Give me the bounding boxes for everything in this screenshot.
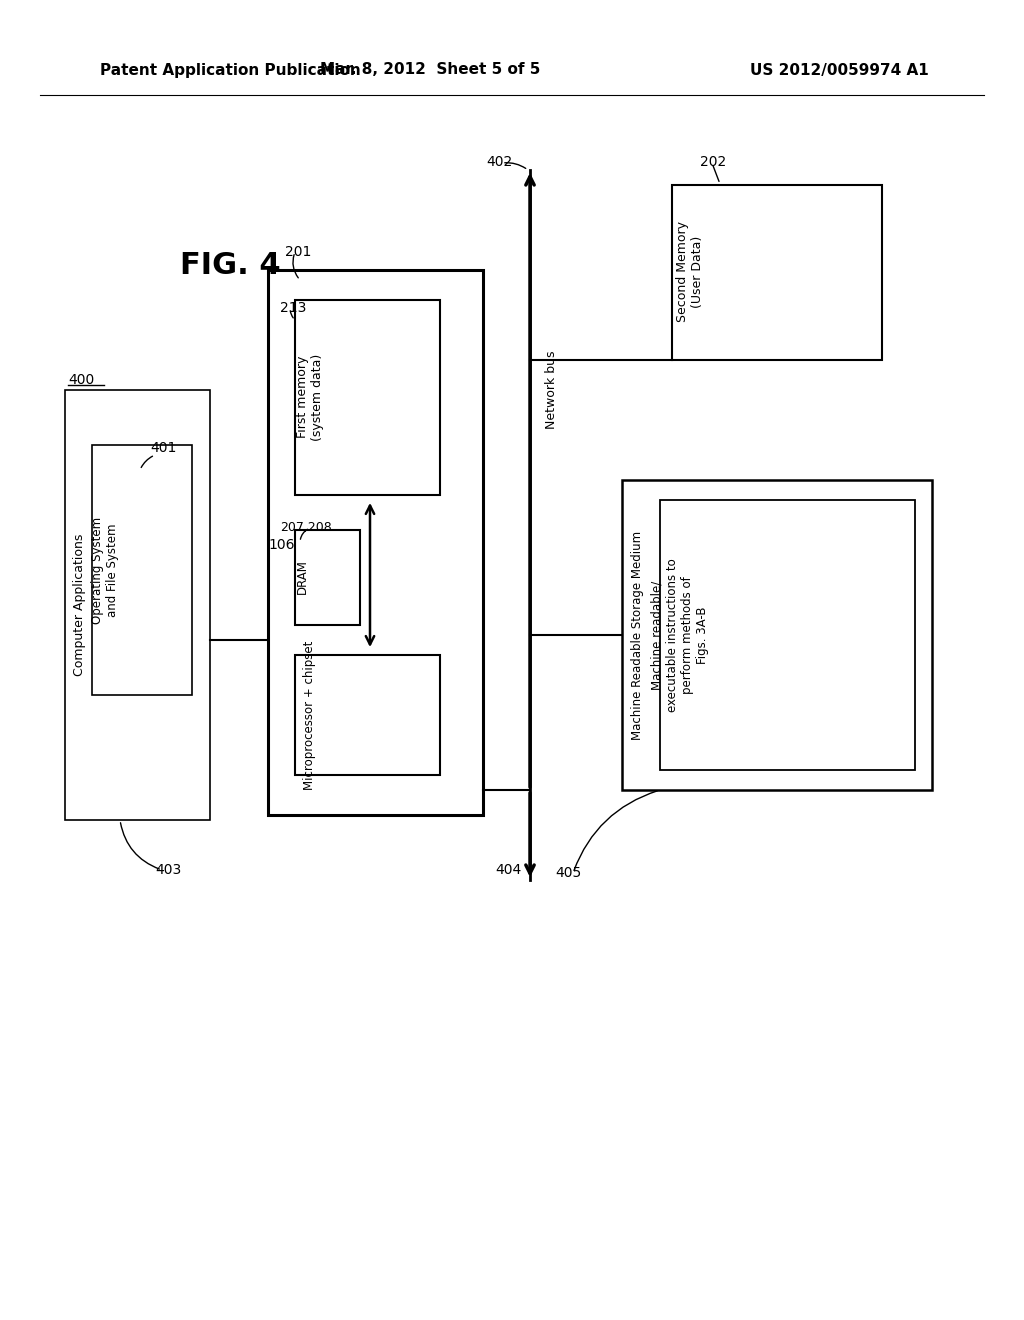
Text: Microprocessor + chipset: Microprocessor + chipset: [303, 640, 316, 789]
Bar: [295, 300, 440, 495]
Text: Computer Applications: Computer Applications: [74, 533, 86, 676]
Text: 400: 400: [68, 374, 94, 387]
Text: 201: 201: [285, 246, 311, 259]
Text: 403: 403: [155, 863, 181, 876]
Text: Machine readable/
executable instructions to
perform methods of
Figs. 3A-B: Machine readable/ executable instruction…: [651, 558, 709, 711]
Text: US 2012/0059974 A1: US 2012/0059974 A1: [750, 62, 929, 78]
Text: FIG. 4: FIG. 4: [179, 251, 281, 280]
Bar: [295, 655, 440, 775]
Text: 404: 404: [495, 863, 521, 876]
Bar: [622, 480, 932, 789]
Text: Mar. 8, 2012  Sheet 5 of 5: Mar. 8, 2012 Sheet 5 of 5: [319, 62, 541, 78]
Text: 207,208: 207,208: [280, 521, 332, 535]
Bar: [92, 445, 193, 696]
Bar: [268, 271, 483, 814]
Bar: [295, 531, 360, 624]
Text: 405: 405: [555, 866, 582, 880]
Text: 402: 402: [486, 154, 512, 169]
Text: 106: 106: [268, 539, 295, 552]
Text: Patent Application Publication: Patent Application Publication: [100, 62, 360, 78]
Text: DRAM: DRAM: [296, 560, 308, 594]
Text: Machine Readable Storage Medium: Machine Readable Storage Medium: [631, 531, 643, 739]
Bar: [660, 500, 915, 770]
Text: Operating System
and File System: Operating System and File System: [91, 516, 119, 623]
Text: Network bus: Network bus: [545, 351, 558, 429]
Text: 213: 213: [280, 301, 306, 315]
Text: First memory
(system data): First memory (system data): [296, 354, 324, 441]
Text: Second Memory
(User Data): Second Memory (User Data): [676, 222, 705, 322]
Bar: [65, 389, 210, 820]
Bar: [672, 185, 882, 360]
Text: 401: 401: [150, 441, 176, 455]
Text: 202: 202: [700, 154, 726, 169]
